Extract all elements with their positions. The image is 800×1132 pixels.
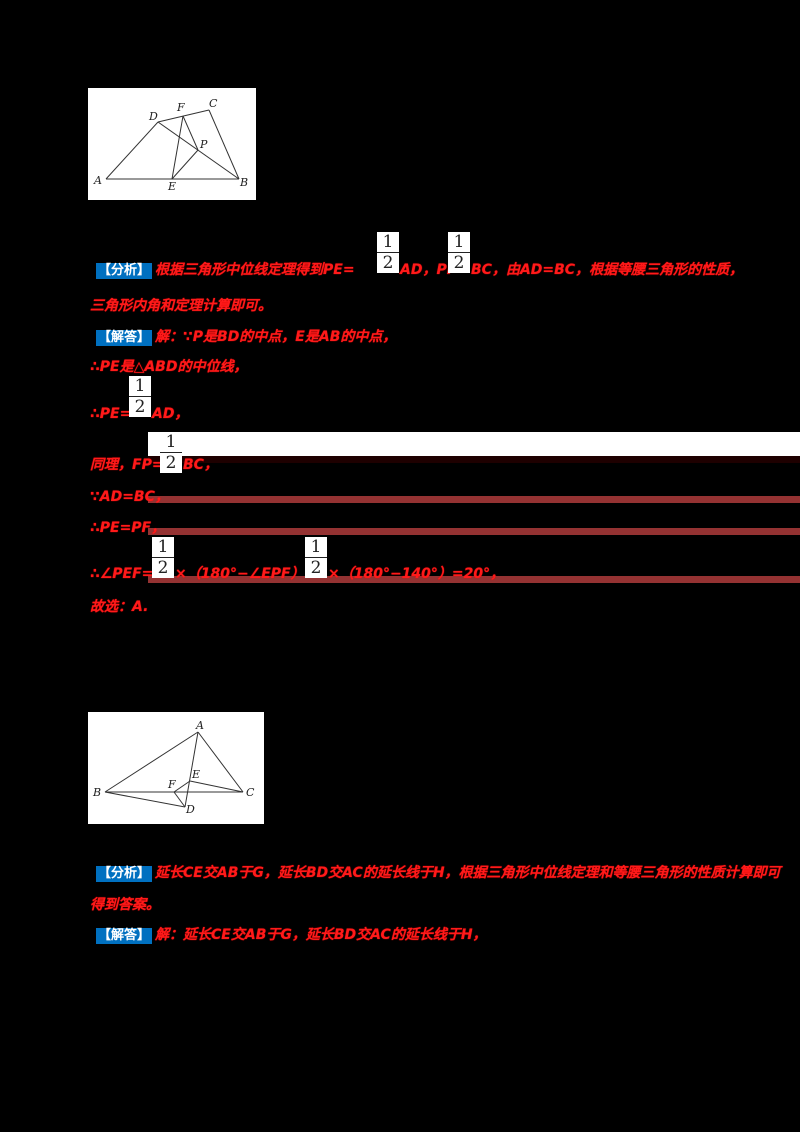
solution-step: ×（180°−∠EPF）= [175,566,317,582]
solution-step: ∴PE=PF， [90,520,166,536]
answer-line: 故选：A. [90,599,149,615]
analysis-line-1: 【分析】 延长CE交AB于G，延长BD交AC的延长线于H，根据三角形中位线定理和等… [96,865,781,882]
solution-line-1: 【解答】 解：∵P是BD的中点，E是AB的中点， [96,329,397,346]
svg-text:C: C [209,97,218,110]
solution-step: ×（180°−140°）=20°， [328,566,505,582]
band-line [148,576,800,583]
svg-text:P: P [199,138,208,151]
analysis-text: 根据三角形中位线定理得到PE= [155,262,355,278]
svg-text:F: F [167,778,176,791]
dark-band [148,456,800,463]
solution-step: AD， [152,406,189,422]
solution-step: ∴∠PEF= [90,566,154,582]
geometry-figure-quadrilateral: A B C D E F P [88,88,256,200]
solution-step: ∴PE= [90,406,132,422]
svg-text:D: D [148,110,158,123]
band-line [148,528,800,535]
geometry-figure-triangle: A B C D E F [88,712,264,824]
analysis-line-2: 得到答案。 [90,897,160,913]
solution-tag: 【解答】 [96,928,153,944]
solution-step: ∵AD=BC， [90,489,169,505]
analysis-line-1c: BC，由AD=BC，根据等腰三角形的性质， [471,262,744,278]
solution-tag: 【解答】 [96,330,153,346]
figure-2-diagram: A B C D E F [92,719,255,816]
figure-1-diagram: A B C D E F P [93,97,248,193]
svg-text:A: A [93,174,102,187]
svg-text:B: B [92,786,101,799]
analysis-line-2: 三角形内角和定理计算即可。 [90,298,272,314]
solution-line-1: 【解答】 解：延长CE交AB于G，延长BD交AC的延长线于H， [96,927,487,944]
solution-step: BC， [183,457,218,473]
solution-step: 同理，FP= [90,457,164,473]
band-line [148,496,800,503]
analysis-tag: 【分析】 [96,866,153,882]
svg-text:A: A [195,719,204,732]
white-band [148,432,800,456]
analysis-tag: 【分析】 [96,263,153,279]
svg-text:D: D [185,803,195,816]
svg-text:C: C [246,786,255,799]
svg-text:F: F [176,101,185,114]
svg-text:E: E [167,180,176,193]
solution-step: ∴PE是△ABD的中位线， [90,359,248,375]
svg-text:B: B [239,176,248,189]
svg-text:E: E [191,768,200,781]
analysis-line-1: 【分析】 根据三角形中位线定理得到PE= [96,261,355,279]
